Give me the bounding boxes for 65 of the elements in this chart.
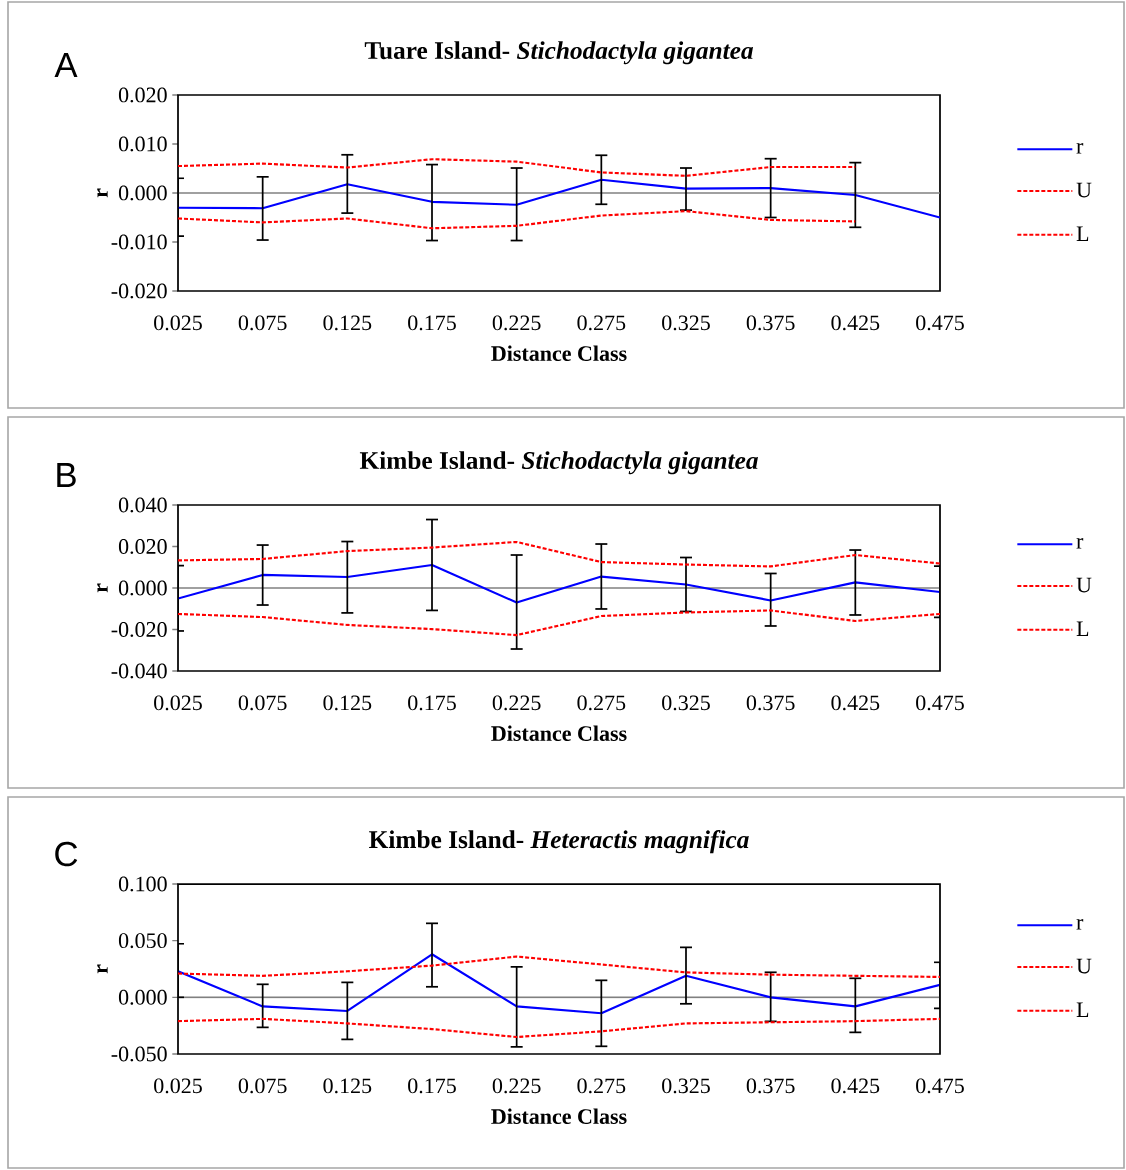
x-tick-label: 0.075 bbox=[238, 695, 287, 711]
x-tick-label: 0.425 bbox=[831, 1078, 880, 1094]
x-tick-label: 0.275 bbox=[577, 315, 626, 331]
x-tick-label: 0.375 bbox=[746, 1078, 795, 1094]
legend-label: r bbox=[1076, 538, 1084, 549]
x-tick-label: 0.325 bbox=[662, 695, 710, 711]
y-tick-label: 0.020 bbox=[118, 87, 167, 103]
y-tick-label: -0.020 bbox=[111, 622, 167, 637]
x-tick-label: 0.175 bbox=[408, 1078, 456, 1094]
x-tick-label: 0.125 bbox=[323, 315, 372, 331]
x-tick-label: 0.225 bbox=[492, 695, 541, 711]
x-tick-label: 0.075 bbox=[238, 1078, 287, 1094]
text: A bbox=[54, 53, 78, 77]
x-tick-label: 0.225 bbox=[492, 315, 541, 331]
x-tick-label: 0.025 bbox=[154, 315, 202, 331]
x-tick-label: 0.125 bbox=[323, 695, 372, 711]
x-tick-label: 0.375 bbox=[746, 695, 795, 711]
x-tick-label: 0.425 bbox=[831, 315, 880, 331]
legend-label: r bbox=[1076, 919, 1084, 930]
x-tick-label: 0.175 bbox=[408, 315, 456, 331]
x-tick-label: 0.225 bbox=[492, 1078, 541, 1094]
y-tick-label: -0.010 bbox=[111, 234, 167, 250]
chart-title: Kimbe Island- Stichodactyla gigantea bbox=[359, 451, 758, 475]
y-tick-label: 0.040 bbox=[118, 497, 167, 513]
x-tick-label: 0.025 bbox=[154, 695, 202, 711]
legend-label: U bbox=[1076, 182, 1092, 198]
y-axis-title: r bbox=[97, 583, 108, 593]
x-tick-label: 0.475 bbox=[916, 1078, 964, 1094]
y-axis-title: r bbox=[97, 188, 108, 198]
y-axis-title: r bbox=[97, 964, 108, 974]
x-tick-label: 0.175 bbox=[408, 695, 456, 711]
y-tick-label: 0.010 bbox=[118, 136, 167, 152]
x-tick-label: 0.425 bbox=[831, 695, 880, 711]
x-tick-label: 0.475 bbox=[916, 315, 964, 331]
y-tick-label: 0.000 bbox=[118, 989, 167, 1005]
x-tick-label: 0.275 bbox=[577, 695, 626, 711]
chart-title: Kimbe Island- Heteractis magnifica bbox=[369, 830, 749, 854]
legend-label: L bbox=[1076, 1002, 1089, 1017]
x-tick-label: 0.375 bbox=[746, 315, 795, 331]
legend-label: U bbox=[1076, 577, 1092, 593]
y-tick-label: 0.020 bbox=[118, 539, 167, 554]
x-tick-label: 0.075 bbox=[238, 315, 287, 331]
x-axis-title: Distance Class bbox=[491, 1108, 627, 1124]
y-tick-label: 0.000 bbox=[118, 580, 167, 596]
legend-label: U bbox=[1076, 958, 1092, 974]
x-tick-label: 0.325 bbox=[662, 315, 710, 331]
y-tick-label: 0.050 bbox=[118, 933, 167, 949]
x-axis-title: Distance Class bbox=[491, 345, 627, 361]
y-tick-label: -0.020 bbox=[111, 283, 167, 299]
legend-label: L bbox=[1076, 226, 1089, 241]
x-tick-label: 0.275 bbox=[577, 1078, 626, 1094]
x-tick-label: 0.025 bbox=[154, 1078, 202, 1094]
x-axis-title: Distance Class bbox=[491, 725, 627, 741]
text: B bbox=[57, 463, 76, 487]
y-tick-label: -0.040 bbox=[111, 663, 167, 679]
x-tick-label: 0.475 bbox=[916, 695, 964, 711]
y-tick-label: 0.100 bbox=[118, 876, 167, 892]
y-tick-label: 0.000 bbox=[118, 185, 167, 201]
text: C bbox=[55, 841, 78, 867]
legend-label: L bbox=[1076, 621, 1089, 636]
y-tick-label: -0.050 bbox=[111, 1046, 167, 1062]
chart-title: Tuare Island- Stichodactyla gigantea bbox=[364, 41, 753, 65]
legend-label: r bbox=[1076, 143, 1084, 154]
x-tick-label: 0.125 bbox=[323, 1078, 372, 1094]
x-tick-label: 0.325 bbox=[662, 1078, 710, 1094]
